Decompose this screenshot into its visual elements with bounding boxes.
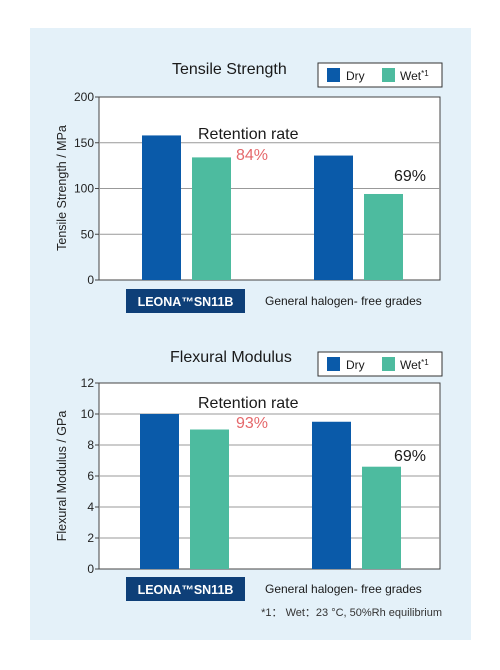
legend-footnote-mark: *1 [421, 69, 429, 78]
y-tick-label: 2 [87, 531, 94, 545]
category-badge: LEONA™SN11B [126, 289, 245, 313]
bar-dry [312, 421, 351, 569]
bar-wet [192, 157, 231, 280]
category-label-general: General halogen- free grades [265, 582, 422, 596]
legend: Dry Wet*1 [317, 62, 443, 88]
category-label-general: General halogen- free grades [265, 294, 422, 308]
legend-label-dry: Dry [346, 69, 365, 83]
legend: Dry Wet*1 [317, 351, 443, 377]
legend-swatch-dry [327, 357, 340, 371]
legend-footnote-mark: *1 [421, 358, 429, 367]
bar-dry [314, 155, 353, 280]
legend-label-wet: Wet*1 [400, 358, 429, 372]
y-tick-label: 50 [81, 227, 95, 241]
bar-dry [140, 414, 179, 569]
legend-label-wet-text: Wet [400, 69, 422, 83]
retention-rate-leona: 84% [236, 147, 268, 164]
retention-rate-label: Retention rate [198, 126, 299, 143]
legend-swatch-dry [327, 68, 340, 82]
legend-label-wet-text: Wet [400, 358, 422, 372]
bar-dry [142, 135, 181, 280]
category-label-leona: LEONA™SN11B [138, 583, 234, 597]
y-axis-label: Flexural Modulus / GPa [55, 411, 69, 542]
y-tick-label: 100 [74, 182, 94, 196]
category-badge: LEONA™SN11B [126, 577, 245, 601]
y-tick-label: 12 [81, 376, 95, 390]
y-tick-label: 8 [87, 438, 94, 452]
bars [140, 414, 401, 569]
bar-wet [362, 466, 401, 569]
legend-swatch-wet [382, 357, 395, 371]
retention-rate-leona: 93% [236, 415, 268, 432]
chart-title: Tensile Strength [172, 61, 287, 78]
retention-rate-general: 69% [394, 448, 426, 465]
category-badge-box [126, 289, 245, 313]
bar-wet [190, 429, 229, 569]
y-tick-label: 10 [81, 407, 95, 421]
footnote: *1： Wet：23 °C, 50%Rh equilibrium [261, 607, 442, 619]
y-tick-label: 0 [87, 273, 94, 287]
y-tick-label: 6 [87, 469, 94, 483]
bars [142, 135, 403, 280]
legend-label-dry: Dry [346, 358, 365, 372]
y-axis-label: Tensile Strength / MPa [55, 125, 69, 251]
legend-label-wet: Wet*1 [400, 69, 429, 83]
retention-rate-general: 69% [394, 168, 426, 185]
tensile-strength-chart: Tensile Strength Dry Wet*1 050100150200 … [55, 61, 443, 313]
flexural-modulus-chart: Flexural Modulus Dry Wet*1 0 2 4 6 8 10 12 Fle… [55, 349, 443, 601]
bar-wet [364, 193, 403, 280]
legend-box [317, 351, 443, 377]
chart-title: Flexural Modulus [170, 349, 292, 366]
y-tick-label: 150 [74, 136, 94, 150]
y-ticks: 0 50 100 150 200 [74, 90, 440, 287]
retention-rate-label: Retention rate [198, 395, 299, 412]
y-tick-label: 200 [74, 90, 94, 104]
category-label-leona: LEONA™SN11B [138, 295, 234, 309]
y-tick-label: 0 [87, 562, 94, 576]
y-tick-label: 4 [87, 500, 94, 514]
category-badge-box [126, 577, 245, 601]
legend-swatch-wet [382, 68, 395, 82]
